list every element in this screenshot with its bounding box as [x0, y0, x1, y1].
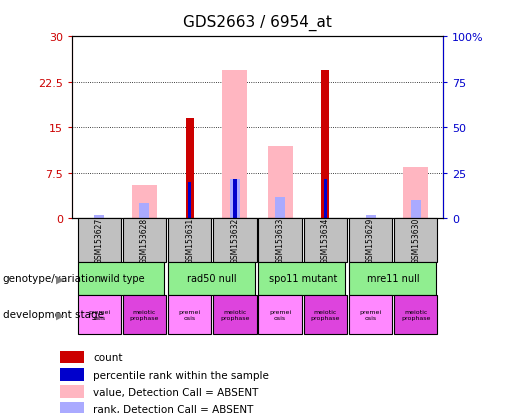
Text: count: count — [93, 353, 123, 363]
FancyBboxPatch shape — [168, 262, 255, 295]
FancyBboxPatch shape — [168, 295, 211, 335]
Text: premei
osis: premei osis — [88, 309, 110, 320]
Bar — [230, 180, 240, 219]
FancyBboxPatch shape — [168, 219, 211, 262]
Text: ▶: ▶ — [56, 310, 64, 320]
Text: GSM153631: GSM153631 — [185, 218, 194, 263]
Text: meiotic
prophase: meiotic prophase — [220, 309, 250, 320]
Bar — [275, 198, 285, 219]
Bar — [268, 146, 293, 219]
Bar — [222, 71, 247, 219]
Text: spo11 mutant: spo11 mutant — [268, 274, 337, 284]
FancyBboxPatch shape — [78, 295, 121, 335]
Text: premei
osis: premei osis — [269, 309, 291, 320]
Bar — [321, 71, 330, 219]
FancyBboxPatch shape — [349, 262, 436, 295]
Text: wild type: wild type — [99, 274, 144, 284]
Text: GSM153633: GSM153633 — [276, 217, 285, 264]
Bar — [185, 119, 194, 219]
Text: value, Detection Call = ABSENT: value, Detection Call = ABSENT — [93, 387, 259, 397]
Text: meiotic
prophase: meiotic prophase — [311, 309, 340, 320]
Text: meiotic
prophase: meiotic prophase — [130, 309, 159, 320]
FancyBboxPatch shape — [213, 295, 256, 335]
Bar — [60, 368, 84, 381]
Text: GDS2663 / 6954_at: GDS2663 / 6954_at — [183, 14, 332, 31]
Bar — [323, 180, 327, 219]
Bar — [60, 402, 84, 413]
Text: rank, Detection Call = ABSENT: rank, Detection Call = ABSENT — [93, 404, 253, 413]
FancyBboxPatch shape — [123, 295, 166, 335]
Bar — [60, 351, 84, 363]
Text: premei
osis: premei osis — [179, 309, 201, 320]
Bar — [60, 385, 84, 398]
FancyBboxPatch shape — [304, 219, 347, 262]
Bar — [140, 204, 149, 219]
Bar — [366, 216, 375, 219]
FancyBboxPatch shape — [78, 219, 121, 262]
Text: GSM153632: GSM153632 — [230, 218, 239, 263]
Text: percentile rank within the sample: percentile rank within the sample — [93, 370, 269, 380]
Bar — [132, 185, 157, 219]
FancyBboxPatch shape — [259, 219, 302, 262]
Text: mre11 null: mre11 null — [367, 274, 420, 284]
Text: ▶: ▶ — [56, 274, 64, 284]
Bar — [411, 201, 421, 219]
FancyBboxPatch shape — [78, 262, 164, 295]
FancyBboxPatch shape — [349, 295, 392, 335]
FancyBboxPatch shape — [259, 295, 302, 335]
Text: GSM153629: GSM153629 — [366, 218, 375, 263]
Text: premei
osis: premei osis — [359, 309, 382, 320]
FancyBboxPatch shape — [394, 219, 437, 262]
FancyBboxPatch shape — [259, 262, 345, 295]
Bar — [188, 183, 192, 219]
Bar — [94, 216, 104, 219]
Text: rad50 null: rad50 null — [187, 274, 237, 284]
Text: development stage: development stage — [3, 310, 104, 320]
Text: meiotic
prophase: meiotic prophase — [401, 309, 431, 320]
Text: genotype/variation: genotype/variation — [3, 274, 101, 284]
Text: GSM153630: GSM153630 — [411, 217, 420, 264]
Text: GSM153628: GSM153628 — [140, 218, 149, 263]
FancyBboxPatch shape — [394, 295, 437, 335]
Bar — [233, 180, 237, 219]
Bar — [403, 167, 428, 219]
FancyBboxPatch shape — [349, 219, 392, 262]
FancyBboxPatch shape — [213, 219, 256, 262]
FancyBboxPatch shape — [304, 295, 347, 335]
Text: GSM153627: GSM153627 — [95, 218, 104, 263]
FancyBboxPatch shape — [123, 219, 166, 262]
Text: GSM153634: GSM153634 — [321, 217, 330, 264]
